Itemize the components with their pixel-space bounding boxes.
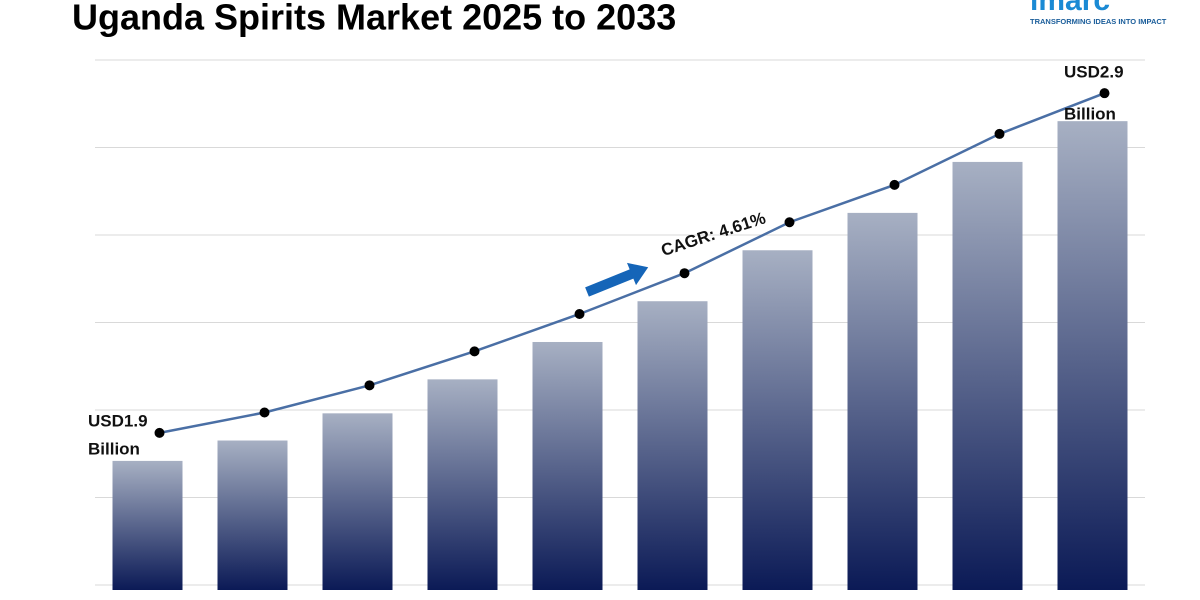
trend-line	[159, 91, 1105, 435]
bar	[637, 301, 708, 590]
start-label: Billion	[88, 439, 140, 458]
trend-point	[259, 407, 270, 418]
bar	[427, 379, 498, 590]
trend-point	[574, 308, 585, 319]
bar	[217, 440, 288, 590]
bar	[952, 161, 1023, 590]
trend-point	[364, 380, 375, 391]
bar	[847, 212, 918, 590]
bar	[1057, 121, 1128, 591]
start-label: USD1.9	[88, 411, 148, 430]
logo-tagline: TRANSFORMING IDEAS INTO IMPACT	[1030, 17, 1167, 26]
trend-point	[994, 128, 1005, 139]
trend-point	[679, 268, 690, 279]
trend-point	[889, 179, 900, 190]
trend-point	[154, 427, 165, 438]
trend-point	[1099, 88, 1110, 99]
end-label: Billion	[1064, 104, 1116, 123]
bar	[742, 250, 813, 590]
end-label: USD2.9	[1064, 62, 1124, 81]
trend-point	[784, 217, 795, 228]
logo: imarc	[1030, 0, 1110, 17]
trend-point	[469, 346, 480, 357]
bar	[322, 413, 393, 590]
bar	[112, 460, 183, 590]
bar	[532, 341, 603, 590]
chart-title: Uganda Spirits Market 2025 to 2033	[72, 0, 676, 38]
cagr-arrow	[585, 262, 649, 297]
